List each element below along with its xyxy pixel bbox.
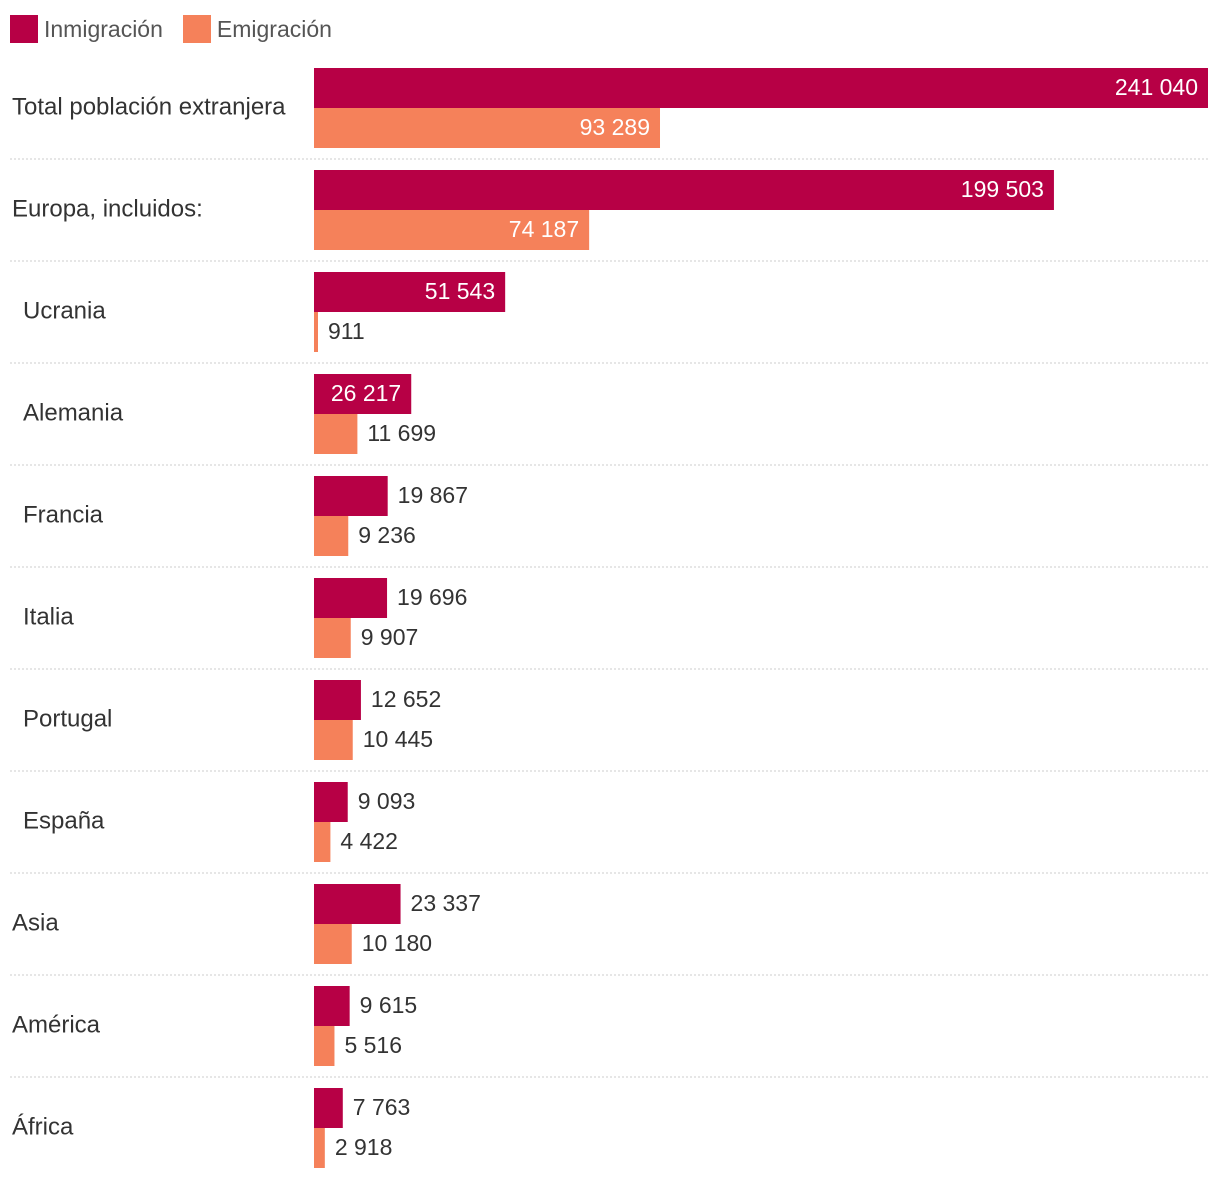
legend: Inmigración Emigración [10,12,352,46]
category-label: Ucrania [23,297,106,324]
category-label: América [12,1011,101,1038]
value-label-emigracion: 10 180 [362,930,432,956]
bar-emigracion [314,414,358,454]
value-label-emigracion: 74 187 [509,216,579,242]
legend-swatch-emigracion [182,15,211,43]
category-label: Italia [23,603,74,630]
bar-emigracion [314,1128,325,1168]
bar-emigracion [314,618,351,658]
legend-label-emigracion: Emigración [216,15,332,42]
value-label-inmigracion: 23 337 [411,890,481,916]
value-label-inmigracion: 199 503 [961,176,1044,202]
value-label-emigracion: 5 516 [344,1032,402,1058]
value-label-inmigracion: 12 652 [371,686,441,712]
legend-label-inmigracion: Inmigración [44,15,163,42]
bar-inmigracion [314,1088,343,1128]
value-label-emigracion: 10 445 [363,726,433,752]
category-label: Total población extranjera [12,93,286,120]
bar-emigracion [314,108,661,148]
value-label-inmigracion: 241 040 [1115,74,1198,100]
legend-swatch-inmigracion [10,15,38,43]
value-label-inmigracion: 19 867 [398,482,468,508]
value-label-emigracion: 93 289 [580,114,650,140]
legend-item-inmigracion: Inmigración [10,15,163,43]
bar-emigracion [314,210,590,250]
bar-inmigracion [314,782,348,822]
value-label-emigracion: 4 422 [340,828,398,854]
legend-item-emigracion: Emigración [182,15,332,43]
bar-inmigracion [314,272,506,312]
bar-inmigracion [314,374,412,414]
category-label: Europa, incluidos: [12,195,203,222]
value-label-inmigracion: 51 543 [425,278,495,304]
bar-inmigracion [314,680,361,720]
bar-inmigracion [314,884,401,924]
value-label-emigracion: 2 918 [335,1134,393,1160]
bar-emigracion [314,822,331,862]
value-label-emigracion: 911 [328,318,365,344]
category-label: España [23,807,105,834]
bar-emigracion [314,924,352,964]
bar-inmigracion [314,986,350,1026]
category-label: África [12,1113,74,1140]
bar-emigracion [314,1026,335,1066]
value-label-inmigracion: 7 763 [353,1094,411,1120]
bar-inmigracion [314,170,1054,210]
value-label-emigracion: 9 907 [361,624,419,650]
bar-emigracion [314,720,353,760]
value-label-inmigracion: 19 696 [397,584,467,610]
value-label-inmigracion: 9 615 [360,992,418,1018]
category-label: Alemania [23,399,124,426]
bar-inmigracion [314,476,388,516]
value-label-inmigracion: 26 217 [331,380,401,406]
bar-inmigracion [314,578,388,618]
value-label-emigracion: 9 236 [358,522,416,548]
category-label: Asia [12,909,59,936]
bar-emigracion [314,312,318,352]
value-label-emigracion: 11 699 [367,420,436,446]
value-label-inmigracion: 9 093 [358,788,416,814]
bar-inmigracion [314,68,1208,108]
category-label: Portugal [23,705,112,732]
bar-emigracion [314,516,349,556]
category-label: Francia [23,501,104,528]
